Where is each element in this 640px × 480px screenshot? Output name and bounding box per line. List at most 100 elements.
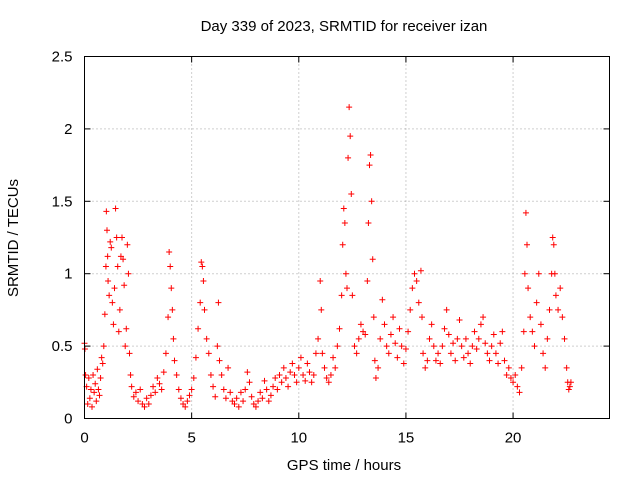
data-point-marker (437, 360, 444, 367)
data-point-marker (550, 241, 557, 248)
data-point-marker (141, 403, 148, 410)
data-point-marker (297, 354, 304, 361)
data-point-marker (270, 383, 277, 390)
data-point-marker (385, 350, 392, 357)
data-point-marker (402, 345, 409, 352)
data-point-marker (293, 379, 300, 386)
x-tick-label: 15 (398, 430, 415, 447)
data-point-marker (170, 335, 177, 342)
data-point-marker (126, 350, 133, 357)
data-point-marker (420, 350, 427, 357)
data-point-marker (557, 285, 564, 292)
data-point-marker (304, 360, 311, 367)
data-point-marker (132, 389, 139, 396)
data-point-marker (114, 263, 121, 270)
data-point-marker (371, 357, 378, 364)
data-point-marker (259, 395, 266, 402)
data-point-marker (465, 350, 472, 357)
y-tick-label: 1 (64, 266, 72, 283)
data-point-marker (364, 277, 371, 284)
data-point-marker (501, 357, 508, 364)
data-point-marker (190, 374, 197, 381)
data-point-marker (531, 343, 538, 350)
data-point-marker (390, 314, 397, 321)
data-point-marker (295, 364, 302, 371)
data-point-marker (145, 401, 152, 408)
data-point-marker (338, 292, 345, 299)
data-point-marker (510, 379, 517, 386)
data-point-marker (182, 403, 189, 410)
data-point-marker (469, 343, 476, 350)
data-point-marker (210, 383, 217, 390)
data-point-marker (549, 234, 556, 241)
data-point-marker (544, 335, 551, 342)
data-point-marker (89, 403, 95, 410)
data-point-marker (424, 357, 431, 364)
data-point-marker (123, 325, 130, 332)
data-point-marker (248, 393, 255, 400)
data-point-marker (327, 372, 334, 379)
data-point-marker (405, 328, 412, 335)
data-point-marker (422, 364, 429, 371)
data-point-marker (104, 227, 110, 234)
data-point-marker (203, 335, 210, 342)
x-tick-label: 0 (80, 430, 88, 447)
data-point-marker (490, 331, 497, 338)
plot-frame (84, 56, 610, 419)
data-point-marker (175, 386, 182, 393)
data-point-marker (106, 292, 113, 299)
data-point-marker (505, 364, 512, 371)
data-point-marker (200, 277, 207, 284)
data-point-marker (458, 343, 465, 350)
data-point-marker (400, 360, 407, 367)
data-point-marker (518, 364, 525, 371)
data-point-marker (265, 398, 272, 405)
data-point-marker (109, 299, 116, 306)
data-point-marker (527, 314, 534, 321)
data-point-marker (225, 364, 232, 371)
data-point-marker (300, 372, 307, 379)
data-point-marker (447, 350, 454, 357)
data-point-marker (348, 191, 355, 198)
data-point-marker (201, 306, 208, 313)
data-point-marker (419, 314, 425, 321)
data-point-marker (445, 331, 452, 338)
data-point-marker (280, 364, 287, 371)
data-point-marker (430, 343, 437, 350)
data-point-marker (90, 372, 97, 379)
data-point-marker (394, 354, 401, 361)
data-point-marker (177, 395, 184, 402)
data-point-marker (122, 343, 129, 350)
data-point-marker (460, 354, 467, 361)
data-point-marker (567, 379, 574, 386)
data-point-marker (341, 220, 348, 227)
data-point-marker (482, 340, 489, 347)
data-point-marker (525, 285, 532, 292)
data-point-marker (242, 386, 249, 393)
data-point-marker (435, 350, 442, 357)
data-point-marker (308, 379, 315, 386)
data-point-marker (216, 357, 223, 364)
data-point-marker (310, 372, 317, 379)
data-point-marker (93, 398, 100, 405)
data-point-marker (104, 253, 111, 260)
data-point-marker (475, 335, 482, 342)
data-point-marker (192, 354, 199, 361)
data-point-marker (107, 238, 114, 245)
data-point-marker (113, 234, 120, 241)
data-point-marker (97, 374, 104, 381)
data-point-marker (521, 270, 528, 277)
data-point-marker (415, 299, 422, 306)
data-point-marker (186, 392, 193, 399)
data-point-marker (441, 325, 448, 332)
data-point-marker (302, 377, 309, 384)
data-point-marker (551, 270, 558, 277)
data-point-marker (112, 205, 119, 212)
data-point-marker (365, 220, 372, 227)
data-point-marker (168, 285, 175, 292)
data-point-marker (282, 374, 289, 381)
data-point-marker (407, 306, 414, 313)
data-point-marker (220, 386, 227, 393)
axis-tick-labels: 0 5 10 15 20 0 0.5 1 1.5 2 2.5 (52, 49, 522, 447)
